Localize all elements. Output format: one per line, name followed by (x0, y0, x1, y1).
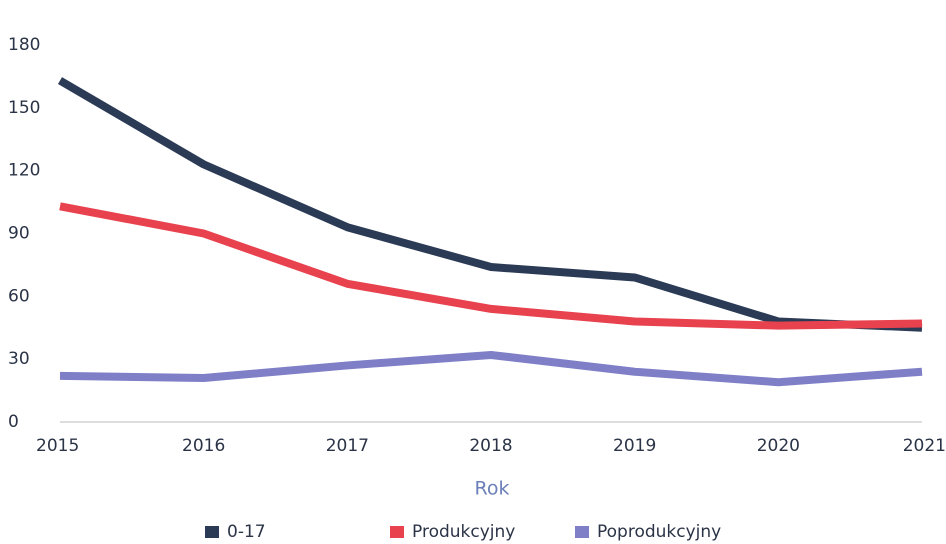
y-tick-label: 30 (8, 349, 30, 369)
x-tick-label: 2016 (182, 436, 225, 456)
x-tick-label: 2015 (36, 436, 79, 456)
legend-swatch (575, 526, 589, 538)
y-tick-label: 60 (8, 286, 30, 306)
x-tick-label: 2017 (326, 436, 369, 456)
y-tick-label: 150 (8, 98, 40, 118)
line-series (59, 202, 923, 330)
legend-swatch (390, 526, 404, 538)
y-tick-label: 0 (8, 412, 19, 432)
line-series (57, 77, 923, 332)
legend-label: Produkcyjny (412, 522, 515, 542)
x-axis-label: Rok (475, 478, 510, 500)
y-tick-label: 90 (8, 224, 30, 244)
x-tick-label: 2018 (469, 436, 512, 456)
x-tick-label: 2020 (757, 436, 800, 456)
legend-label: Poprodukcyjny (597, 522, 721, 542)
y-tick-label: 180 (8, 35, 40, 55)
legend-label: 0-17 (227, 522, 266, 542)
x-tick-label: 2021 (903, 436, 946, 456)
legend-swatch (205, 526, 219, 538)
y-tick-label: 120 (8, 161, 40, 181)
x-tick-label: 2019 (613, 436, 656, 456)
line-series (59, 350, 923, 387)
